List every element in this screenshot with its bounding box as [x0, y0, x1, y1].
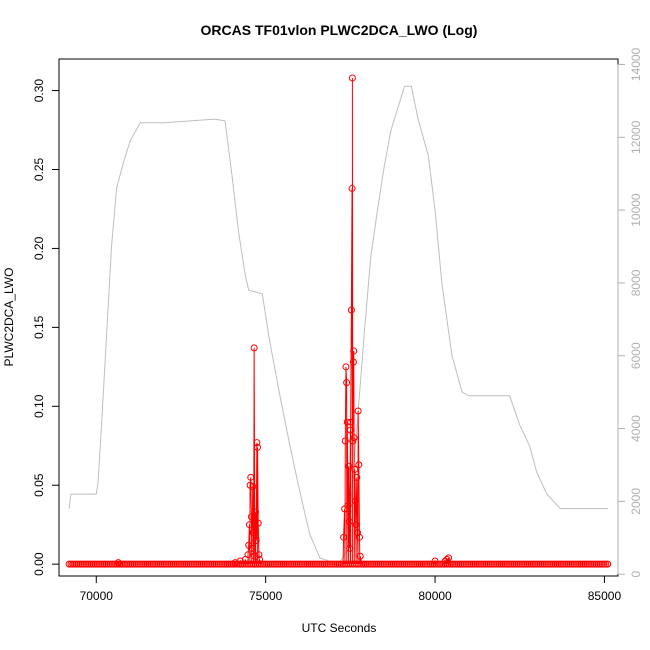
data-point — [356, 552, 364, 560]
series-line — [69, 77, 608, 565]
right-y-tick-label: 0 — [629, 571, 643, 578]
altitude-line — [68, 85, 608, 562]
data-point — [347, 306, 355, 314]
data-point — [245, 521, 253, 529]
x-axis: 70000 75000 80000 85000 — [80, 575, 622, 603]
data-point — [341, 437, 349, 445]
y-tick-label: 0.10 — [32, 394, 46, 418]
y-tick-label: 0.20 — [32, 236, 46, 260]
data-point — [250, 344, 258, 352]
data-point — [346, 544, 354, 552]
chart-title: ORCAS TF01vlon PLWC2DCA_LWO (Log) — [201, 22, 478, 38]
data-point — [352, 521, 360, 529]
data-point — [247, 513, 255, 521]
data-point — [255, 551, 263, 559]
data-point — [348, 74, 356, 82]
y-tick-label: 0.15 — [32, 315, 46, 339]
right-y-tick-label: 4000 — [629, 415, 643, 442]
data-point — [600, 560, 608, 568]
data-point — [254, 443, 262, 451]
x-tick-label: 70000 — [80, 589, 114, 603]
right-y-tick-label: 2000 — [629, 488, 643, 515]
data-point — [356, 533, 364, 541]
right-y-tick-label: 6000 — [629, 342, 643, 369]
data-point — [355, 461, 363, 469]
right-y-tick-label: 8000 — [629, 269, 643, 296]
data-point — [351, 465, 359, 473]
data-point — [253, 439, 261, 447]
data-point — [251, 552, 259, 560]
x-axis-label: UTC Seconds — [302, 621, 377, 635]
y-tick-label: 0.30 — [32, 79, 46, 103]
data-point — [348, 184, 356, 192]
y-axis-label: PLWC2DCA_LWO — [2, 268, 16, 367]
data-point — [343, 418, 351, 426]
data-point — [350, 347, 358, 355]
data-point — [342, 363, 350, 371]
y-tick-label: 0.05 — [32, 473, 46, 497]
y-tick-label: 0.00 — [32, 552, 46, 576]
right-y-tick-label: 12000 — [629, 120, 643, 154]
data-point — [602, 560, 610, 568]
x-tick-label: 75000 — [249, 589, 283, 603]
data-point — [349, 358, 357, 366]
data-point — [346, 426, 354, 434]
right-y-tick-label: 14000 — [629, 47, 643, 81]
data-point — [247, 473, 255, 481]
right-y-axis: 0 2000 4000 6000 8000 10000 12000 14000 — [617, 47, 643, 578]
plot-frame — [58, 58, 619, 577]
data-point — [256, 555, 264, 563]
data-point — [347, 418, 355, 426]
data-point — [252, 536, 260, 544]
data-point — [248, 544, 256, 552]
data-point — [343, 379, 351, 387]
data-point — [345, 518, 353, 526]
data-point — [254, 519, 262, 527]
series-layer — [65, 74, 612, 568]
data-point — [340, 533, 348, 541]
x-tick-label: 80000 — [418, 589, 452, 603]
y-axis: 0.00 0.05 0.10 0.15 0.20 0.25 0.30 — [32, 79, 60, 576]
data-point — [353, 473, 361, 481]
data-point — [350, 434, 358, 442]
data-point — [345, 462, 353, 470]
data-point — [354, 407, 362, 415]
data-point — [251, 508, 259, 516]
data-point — [604, 560, 612, 568]
data-point — [349, 437, 357, 445]
x-tick-label: 85000 — [588, 589, 622, 603]
y-tick-label: 0.25 — [32, 158, 46, 182]
data-point — [351, 497, 359, 505]
altitude-line-layer — [68, 85, 608, 562]
data-point — [344, 502, 352, 510]
data-point — [244, 551, 252, 559]
right-y-tick-label: 10000 — [629, 193, 643, 227]
data-point — [249, 529, 257, 537]
data-point — [249, 483, 257, 491]
